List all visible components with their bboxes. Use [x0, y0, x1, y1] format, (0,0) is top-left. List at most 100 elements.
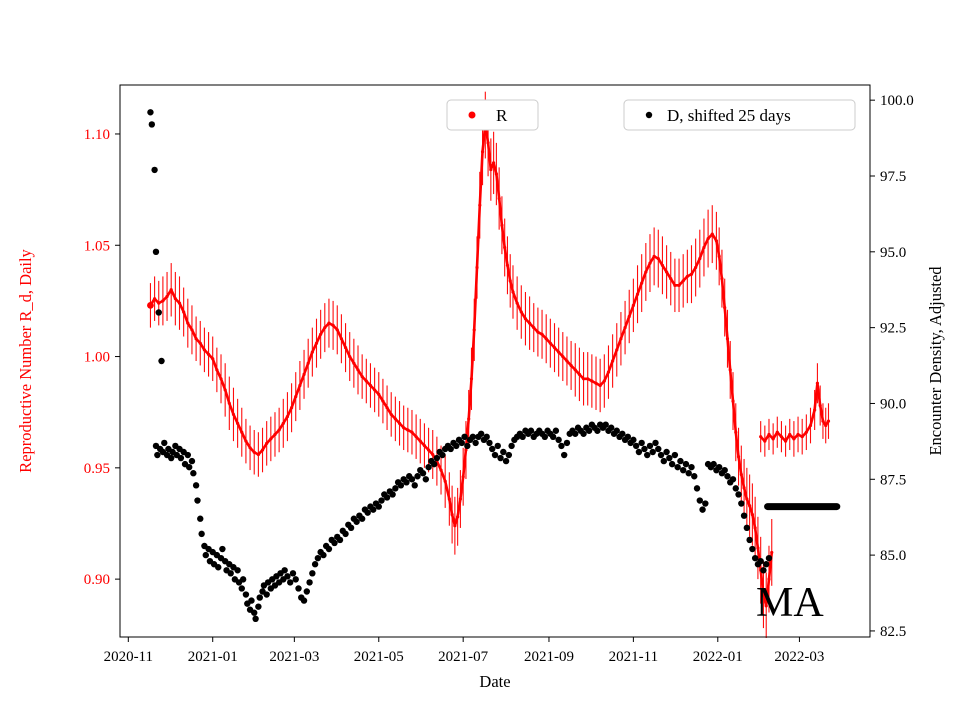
series-point — [231, 412, 236, 417]
scatter-point — [219, 545, 226, 553]
scatter-point — [751, 554, 759, 562]
series-point — [182, 310, 186, 314]
scatter-point — [300, 597, 308, 604]
scatter-point — [505, 451, 513, 459]
series-point — [824, 423, 828, 428]
series-point — [469, 377, 474, 381]
scatter-point — [375, 503, 382, 510]
scatter-point — [422, 476, 430, 483]
series-point — [511, 290, 515, 294]
series-point — [771, 437, 775, 441]
scatter-point — [392, 485, 399, 492]
scatter-point — [408, 476, 416, 483]
scatter-point — [311, 561, 319, 568]
scatter-point — [251, 609, 258, 616]
series-point — [402, 426, 406, 430]
scatter-point — [555, 436, 562, 444]
series-point — [381, 399, 385, 403]
scatter-point — [500, 448, 507, 456]
series-point — [523, 317, 528, 321]
scatter-point — [743, 524, 751, 532]
series-point — [194, 337, 198, 341]
series-point — [289, 406, 294, 410]
scatter-point — [671, 451, 679, 459]
series-point — [190, 328, 194, 332]
series-point — [577, 372, 582, 376]
scatter-point — [152, 248, 160, 256]
series-point — [569, 363, 573, 368]
scatter-point — [497, 454, 504, 462]
scatter-point — [552, 427, 560, 434]
series-point — [450, 512, 454, 517]
series-point — [815, 381, 820, 385]
scatter-point — [519, 433, 526, 441]
scatter-point — [477, 430, 485, 437]
series-point — [750, 512, 754, 517]
right-y-tick-label: 97.5 — [880, 169, 906, 185]
series-point — [331, 323, 335, 327]
scatter-point — [724, 473, 731, 480]
series-point — [548, 341, 552, 345]
series-point — [725, 337, 730, 341]
scatter-point — [397, 482, 405, 489]
series-point — [813, 408, 817, 412]
series-point — [796, 432, 800, 437]
left-y-axis-label: Reproductive Number R_d, Daily — [16, 248, 35, 472]
series-point — [467, 417, 471, 421]
left-y-tick-label: 0.90 — [84, 572, 110, 588]
series-point — [426, 448, 431, 452]
x-tick-label: 2021-07 — [438, 649, 488, 665]
series-point — [273, 432, 277, 437]
legend-d-label: D, shifted 25 days — [667, 106, 791, 125]
series-point — [343, 346, 348, 350]
series-point — [461, 475, 465, 479]
scatter-point — [389, 491, 396, 498]
series-point — [736, 455, 741, 459]
scatter-point — [154, 451, 161, 459]
scatter-point — [649, 448, 656, 456]
scatter-point — [370, 506, 377, 513]
scatter-point — [320, 551, 327, 559]
series-point — [677, 283, 681, 287]
series-point — [536, 330, 540, 334]
scatter-point — [177, 454, 185, 462]
scatter-point — [325, 545, 333, 553]
scatter-point — [458, 439, 465, 447]
scatter-point — [691, 473, 698, 480]
scatter-point — [464, 442, 471, 450]
scatter-point — [638, 439, 645, 447]
series-point — [788, 432, 792, 437]
scatter-point — [508, 442, 515, 450]
series-point — [186, 321, 190, 325]
series-point — [269, 437, 273, 441]
series-point — [728, 368, 732, 372]
series-point — [753, 526, 757, 530]
series-point — [173, 297, 177, 301]
series-point — [734, 430, 738, 434]
series-point — [826, 419, 831, 423]
series-point — [240, 430, 244, 434]
x-axis-label: Date — [479, 672, 510, 691]
series-point — [573, 368, 577, 372]
series-point — [631, 303, 635, 307]
series-point — [660, 263, 665, 267]
scatter-point — [486, 439, 493, 447]
series-point — [770, 550, 774, 555]
series-point — [227, 401, 231, 405]
series-point — [767, 577, 771, 581]
series-point — [456, 515, 460, 519]
x-tick-label: 2021-09 — [524, 649, 574, 665]
left-y-tick-label: 1.00 — [84, 350, 110, 366]
series-point — [652, 254, 656, 258]
series-point — [742, 486, 746, 490]
scatter-point — [494, 442, 501, 450]
scatter-point — [644, 451, 651, 459]
legend-d-box — [623, 99, 856, 131]
series-point — [748, 504, 752, 508]
series-point — [223, 388, 227, 392]
scatter-point — [281, 567, 288, 574]
series-point — [364, 379, 368, 383]
series-point — [306, 361, 310, 365]
series-point — [598, 383, 602, 388]
scatter-point — [303, 588, 311, 595]
